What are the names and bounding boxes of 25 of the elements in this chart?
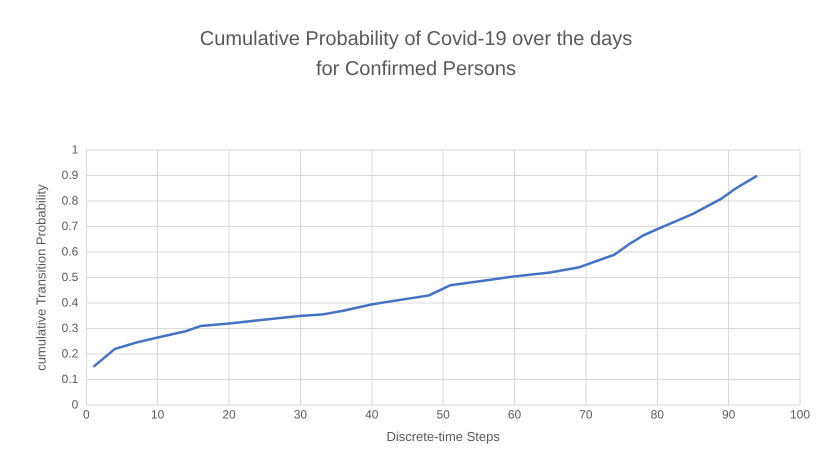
x-tick-label: 30	[294, 408, 308, 422]
y-tick-label: 0	[72, 397, 79, 412]
x-tick-label: 50	[436, 408, 450, 422]
x-tick-label: 40	[365, 408, 379, 422]
y-tick-label: 0.2	[62, 346, 79, 360]
y-tick-label: 0.3	[62, 320, 79, 335]
y-tick-label: 0.9	[62, 168, 79, 182]
x-tick-label: 0	[82, 408, 90, 422]
y-axis-title: cumulative Transition Probability	[33, 184, 48, 371]
x-tick-label: 20	[222, 408, 236, 422]
y-tick-label: 0.1	[62, 372, 79, 386]
x-tick-label: 60	[508, 408, 522, 422]
y-tick-label: 0.7	[62, 218, 79, 233]
x-tick-label: 10	[150, 408, 165, 422]
y-tick-label: 0.5	[62, 270, 79, 284]
chart-title: Cumulative Probability of Covid-19 over the days for Confirmed Persons	[198, 27, 634, 82]
x-axis-title: Discrete-time Steps	[386, 428, 500, 444]
x-tick-label: 100	[790, 408, 810, 422]
y-tick-label: 0.6	[62, 244, 79, 258]
x-tick-label: 90	[722, 408, 736, 422]
y-tick-label: 0.8	[62, 193, 79, 208]
y-tick-label: 1	[72, 142, 79, 157]
y-tick-label: 0.4	[62, 295, 79, 310]
x-tick-label: 70	[579, 408, 593, 422]
x-tick-label: 80	[650, 408, 664, 422]
